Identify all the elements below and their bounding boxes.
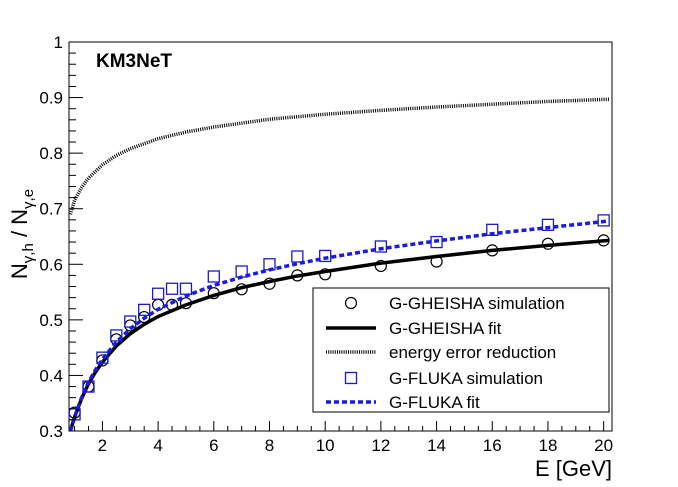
point-g-fluka-simulation	[165, 282, 179, 295]
y-tick-label: 0.4	[39, 366, 63, 385]
legend-label-g-gheisha-fit: G-GHEISHA fit	[389, 319, 502, 338]
x-tick-label: 8	[265, 436, 274, 455]
x-tick-label: 4	[153, 436, 162, 455]
y-tick-label: 0.7	[39, 200, 63, 219]
x-tick-label: 20	[594, 436, 613, 455]
axes-ticks: 2 4 6 8 10 12 14 16 18 20 0.3 0.4 0.5 0.6 0.7 0.8 0.9 1	[39, 33, 613, 455]
x-tick-label: 16	[483, 436, 502, 455]
x-tick-label: 18	[538, 436, 557, 455]
legend-box	[312, 287, 610, 413]
legend: G-GHEISHA simulation G-GHEISHA fit energy …	[312, 287, 610, 413]
point-g-gheisha-simulation	[374, 259, 387, 273]
legend-swatch-g-gheisha-simulation	[344, 296, 358, 310]
series-line-g-fluka-fit	[68, 219, 610, 432]
y-tick-label: 0.3	[39, 422, 63, 441]
point-g-fluka-simulation	[541, 218, 555, 231]
y-label-separator: /	[7, 225, 32, 243]
point-g-fluka-simulation	[151, 287, 165, 300]
y-tick-label: 1	[54, 33, 63, 52]
x-tick-label: 6	[209, 436, 218, 455]
y-label-sub2: γ,e	[20, 189, 37, 209]
y-tick-label: 0.5	[39, 311, 63, 330]
y-axis-title: Nγ,h / Nγ,e	[7, 189, 37, 279]
chart-title: KM3NeT	[96, 51, 172, 72]
series-layer	[68, 97, 610, 432]
point-g-fluka-simulation	[96, 351, 109, 364]
legend-label-g-gheisha-simulation: G-GHEISHA simulation	[389, 294, 565, 313]
point-g-fluka-simulation	[319, 249, 332, 263]
x-axis-title: E [GeV]	[535, 456, 612, 481]
x-tick-label: 14	[427, 436, 446, 455]
x-tick-label: 12	[371, 436, 390, 455]
y-tick-label: 0.8	[39, 144, 63, 163]
point-g-gheisha-simulation	[319, 268, 332, 281]
legend-label-g-fluka-simulation: G-FLUKA simulation	[389, 369, 543, 388]
point-g-fluka-simulation	[374, 240, 388, 253]
point-g-fluka-simulation	[110, 329, 123, 342]
y-label-base: N	[7, 263, 32, 279]
plot-area-border	[68, 41, 613, 432]
legend-label-g-fluka-fit: G-FLUKA fit	[389, 393, 480, 412]
point-g-fluka-simulation	[138, 303, 151, 317]
point-g-fluka-simulation	[291, 250, 304, 263]
series-line-g-gheisha-fit	[68, 238, 610, 432]
plot-frame	[68, 41, 613, 432]
y-tick-label: 0.9	[39, 89, 63, 108]
x-tick-label: 2	[98, 436, 107, 455]
series-line-energy-error-reduction	[68, 97, 610, 215]
y-label-sub1: γ,h	[20, 243, 37, 263]
legend-label-energy-error-reduction: energy error reduction	[389, 343, 556, 362]
point-g-fluka-simulation	[207, 270, 220, 283]
y-label-base2: N	[7, 209, 32, 225]
y-tick-label: 0.6	[39, 255, 63, 274]
legend-swatch-g-fluka-simulation	[344, 371, 358, 385]
point-g-fluka-simulation	[82, 380, 95, 393]
x-tick-label: 10	[316, 436, 335, 455]
